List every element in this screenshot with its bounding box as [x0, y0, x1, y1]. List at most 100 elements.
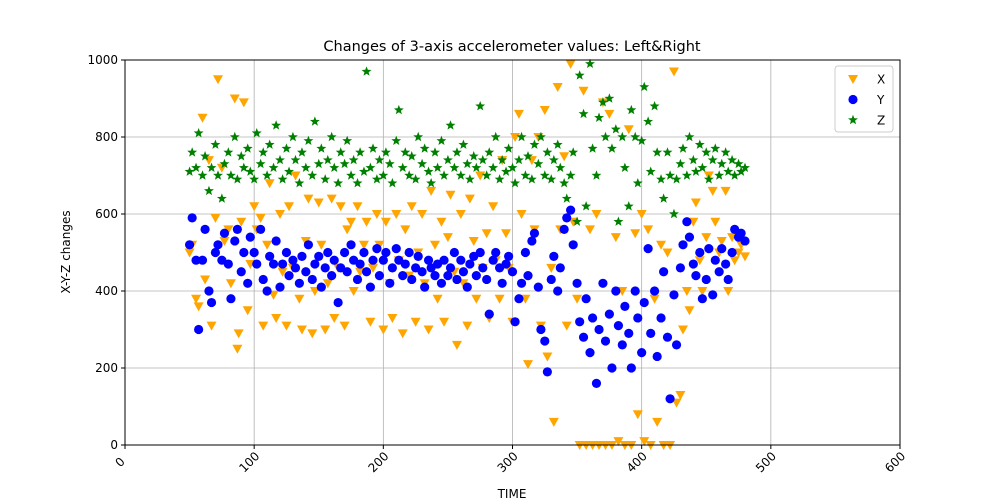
data-point-y [714, 267, 724, 277]
data-point-x [442, 233, 453, 243]
x-tick-label: 100 [236, 449, 262, 475]
data-point-y [559, 224, 569, 234]
data-point-y [249, 247, 259, 258]
data-point-z [393, 104, 404, 115]
data-point-z [613, 216, 624, 226]
data-point-z [287, 131, 298, 142]
data-point-y [482, 274, 492, 285]
data-point-z [404, 170, 415, 180]
data-point-x [262, 240, 273, 250]
data-point-x [462, 321, 473, 331]
data-point-y [717, 244, 727, 254]
data-point-z [423, 166, 434, 176]
x-tick-label: 400 [624, 449, 650, 475]
data-point-y [649, 286, 660, 296]
data-point-y [284, 271, 294, 281]
data-point-x [236, 217, 247, 227]
data-point-z [619, 162, 630, 173]
data-point-y [365, 282, 376, 292]
data-point-x [559, 152, 570, 162]
data-point-z [242, 143, 253, 153]
data-point-x [494, 294, 505, 304]
data-point-y [342, 267, 352, 277]
data-point-x [320, 325, 331, 335]
data-point-x [361, 217, 372, 227]
data-point-z [477, 154, 488, 165]
data-point-y [262, 286, 272, 296]
data-point-x [690, 198, 701, 208]
data-point-x [652, 417, 663, 427]
data-point-z [523, 151, 533, 161]
data-point-y [475, 247, 485, 258]
data-point-x [656, 240, 667, 250]
data-point-x [326, 194, 337, 204]
data-point-z [701, 147, 712, 157]
data-point-z [458, 139, 469, 149]
data-point-y [501, 259, 511, 269]
data-point-z [690, 166, 701, 176]
data-point-x [681, 287, 692, 296]
data-point-x [258, 321, 269, 331]
data-point-z [587, 143, 598, 153]
data-point-y [533, 282, 543, 292]
data-point-x [426, 186, 437, 196]
data-point-z [720, 147, 731, 157]
data-point-x [585, 225, 595, 235]
data-point-y [458, 267, 469, 277]
data-point-z [533, 158, 544, 169]
data-point-y [527, 236, 537, 246]
data-point-z [462, 158, 473, 169]
series-y [184, 205, 750, 404]
data-point-y [368, 255, 378, 265]
data-point-y [617, 340, 627, 350]
data-point-z [514, 154, 524, 165]
data-point-z [290, 154, 301, 165]
data-point-z [561, 193, 572, 203]
data-point-y [210, 247, 221, 258]
data-point-z [264, 139, 275, 149]
data-point-x [501, 229, 512, 239]
data-point-z [497, 154, 508, 165]
legend: XYZ [834, 65, 894, 133]
data-point-x [740, 252, 750, 262]
data-point-x [391, 210, 402, 219]
data-point-x [455, 210, 466, 219]
data-point-z [649, 101, 660, 111]
data-point-z [271, 120, 282, 130]
data-point-z [727, 154, 738, 165]
data-point-z [736, 166, 747, 176]
data-point-x [723, 287, 734, 296]
series-z [184, 58, 750, 226]
data-point-x [572, 294, 583, 304]
data-point-x [307, 329, 318, 339]
data-point-z [410, 174, 421, 184]
data-point-y [236, 267, 246, 277]
data-point-z [400, 147, 411, 157]
data-point-x [417, 210, 428, 219]
data-point-z [552, 139, 563, 149]
data-point-x [378, 325, 389, 335]
data-point-x [397, 329, 408, 339]
data-point-z [281, 143, 292, 153]
data-point-z [371, 174, 382, 184]
data-point-x [303, 194, 314, 204]
data-point-y [688, 259, 698, 269]
data-point-y [736, 228, 746, 238]
data-point-x [432, 294, 443, 304]
data-point-y [310, 259, 320, 269]
data-point-z [309, 116, 320, 126]
data-point-z [520, 170, 531, 180]
data-point-z [225, 170, 236, 180]
y-tick-label: 0 [110, 438, 118, 452]
data-point-z [707, 154, 718, 165]
data-point-z [626, 104, 637, 115]
data-point-x [290, 171, 301, 181]
data-point-y [652, 351, 662, 362]
data-point-y [701, 274, 711, 285]
data-point-x [578, 86, 589, 96]
data-point-x [400, 225, 411, 235]
data-point-y [316, 282, 326, 292]
data-point-z [275, 154, 285, 165]
data-point-z [501, 166, 511, 176]
data-point-z [630, 131, 641, 142]
